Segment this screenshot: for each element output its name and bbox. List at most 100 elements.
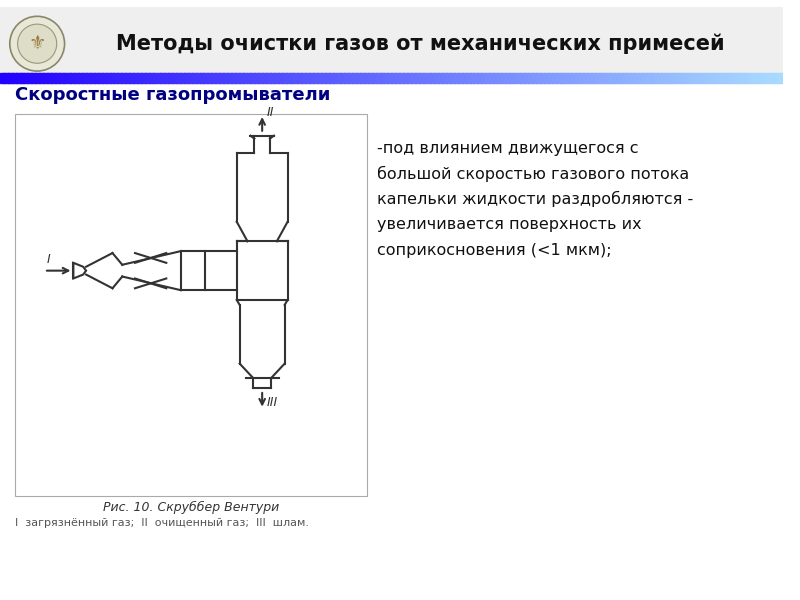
Bar — [157, 73, 162, 83]
Bar — [739, 73, 745, 83]
Bar — [697, 73, 702, 83]
Bar — [329, 73, 334, 83]
Bar — [724, 73, 729, 83]
Bar — [407, 73, 412, 83]
Bar — [313, 73, 318, 83]
Bar — [199, 73, 205, 83]
Bar — [606, 73, 611, 83]
Bar — [434, 73, 439, 83]
Bar — [474, 73, 478, 83]
Bar — [114, 73, 118, 83]
Circle shape — [18, 24, 57, 63]
Bar — [78, 73, 83, 83]
Bar — [43, 73, 48, 83]
Bar — [341, 73, 346, 83]
Bar — [118, 73, 122, 83]
Bar — [70, 73, 75, 83]
Text: I  загрязнённый газ;  II  очищенный газ;  III  шлам.: I загрязнённый газ; II очищенный газ; II… — [14, 518, 309, 528]
Bar — [517, 73, 522, 83]
Bar — [462, 73, 466, 83]
Bar — [426, 73, 431, 83]
Bar — [414, 73, 420, 83]
Bar — [238, 73, 243, 83]
Bar — [626, 73, 631, 83]
Bar — [379, 73, 385, 83]
Bar — [458, 73, 462, 83]
Bar — [219, 73, 224, 83]
Bar — [19, 73, 25, 83]
Bar — [356, 73, 361, 83]
Text: соприкосновения (<1 мкм);: соприкосновения (<1 мкм); — [377, 242, 611, 257]
Bar — [450, 73, 455, 83]
Bar — [665, 73, 670, 83]
Bar — [231, 73, 236, 83]
Bar — [376, 73, 381, 83]
Bar — [513, 73, 518, 83]
Bar — [372, 73, 377, 83]
Bar — [290, 73, 294, 83]
Bar — [728, 73, 733, 83]
Bar — [650, 73, 654, 83]
Bar — [622, 73, 627, 83]
Bar — [74, 73, 79, 83]
Bar — [685, 73, 690, 83]
Bar — [234, 73, 240, 83]
Bar — [106, 73, 110, 83]
Bar — [294, 73, 298, 83]
Bar — [16, 73, 21, 83]
Bar — [0, 7, 782, 75]
Bar — [58, 73, 63, 83]
Bar — [470, 73, 474, 83]
Text: большой скоростью газового потока: большой скоростью газового потока — [377, 166, 689, 182]
Bar — [587, 73, 592, 83]
Bar — [755, 73, 760, 83]
Bar — [716, 73, 721, 83]
Bar — [278, 73, 282, 83]
Bar — [446, 73, 451, 83]
Bar — [47, 73, 52, 83]
Bar — [391, 73, 396, 83]
Bar — [211, 73, 216, 83]
Bar — [579, 73, 584, 83]
Bar — [54, 73, 60, 83]
Bar — [94, 73, 99, 83]
Bar — [306, 73, 310, 83]
Bar — [176, 73, 181, 83]
Bar — [364, 73, 369, 83]
Bar — [594, 73, 600, 83]
Bar — [575, 73, 580, 83]
Bar — [767, 73, 772, 83]
Bar — [387, 73, 392, 83]
Text: -под влиянием движущегося с: -под влиянием движущегося с — [377, 141, 638, 156]
Bar — [646, 73, 650, 83]
Bar — [536, 73, 541, 83]
Text: II: II — [267, 106, 274, 119]
Bar — [708, 73, 713, 83]
Bar — [168, 73, 173, 83]
Bar — [27, 73, 32, 83]
Bar — [352, 73, 357, 83]
Bar — [466, 73, 470, 83]
Bar — [548, 73, 553, 83]
Bar — [298, 73, 302, 83]
Bar — [763, 73, 768, 83]
Bar — [333, 73, 338, 83]
Bar — [567, 73, 572, 83]
Bar — [689, 73, 694, 83]
Bar — [360, 73, 365, 83]
Bar — [771, 73, 776, 83]
Bar — [669, 73, 674, 83]
Bar — [207, 73, 212, 83]
Circle shape — [10, 16, 65, 71]
Bar — [274, 73, 278, 83]
Bar — [215, 73, 220, 83]
Bar — [180, 73, 185, 83]
Bar — [282, 73, 286, 83]
Bar — [418, 73, 423, 83]
Bar — [528, 73, 533, 83]
Bar — [482, 73, 486, 83]
Bar — [571, 73, 576, 83]
Bar — [344, 73, 350, 83]
Bar — [743, 73, 748, 83]
Bar — [98, 73, 102, 83]
